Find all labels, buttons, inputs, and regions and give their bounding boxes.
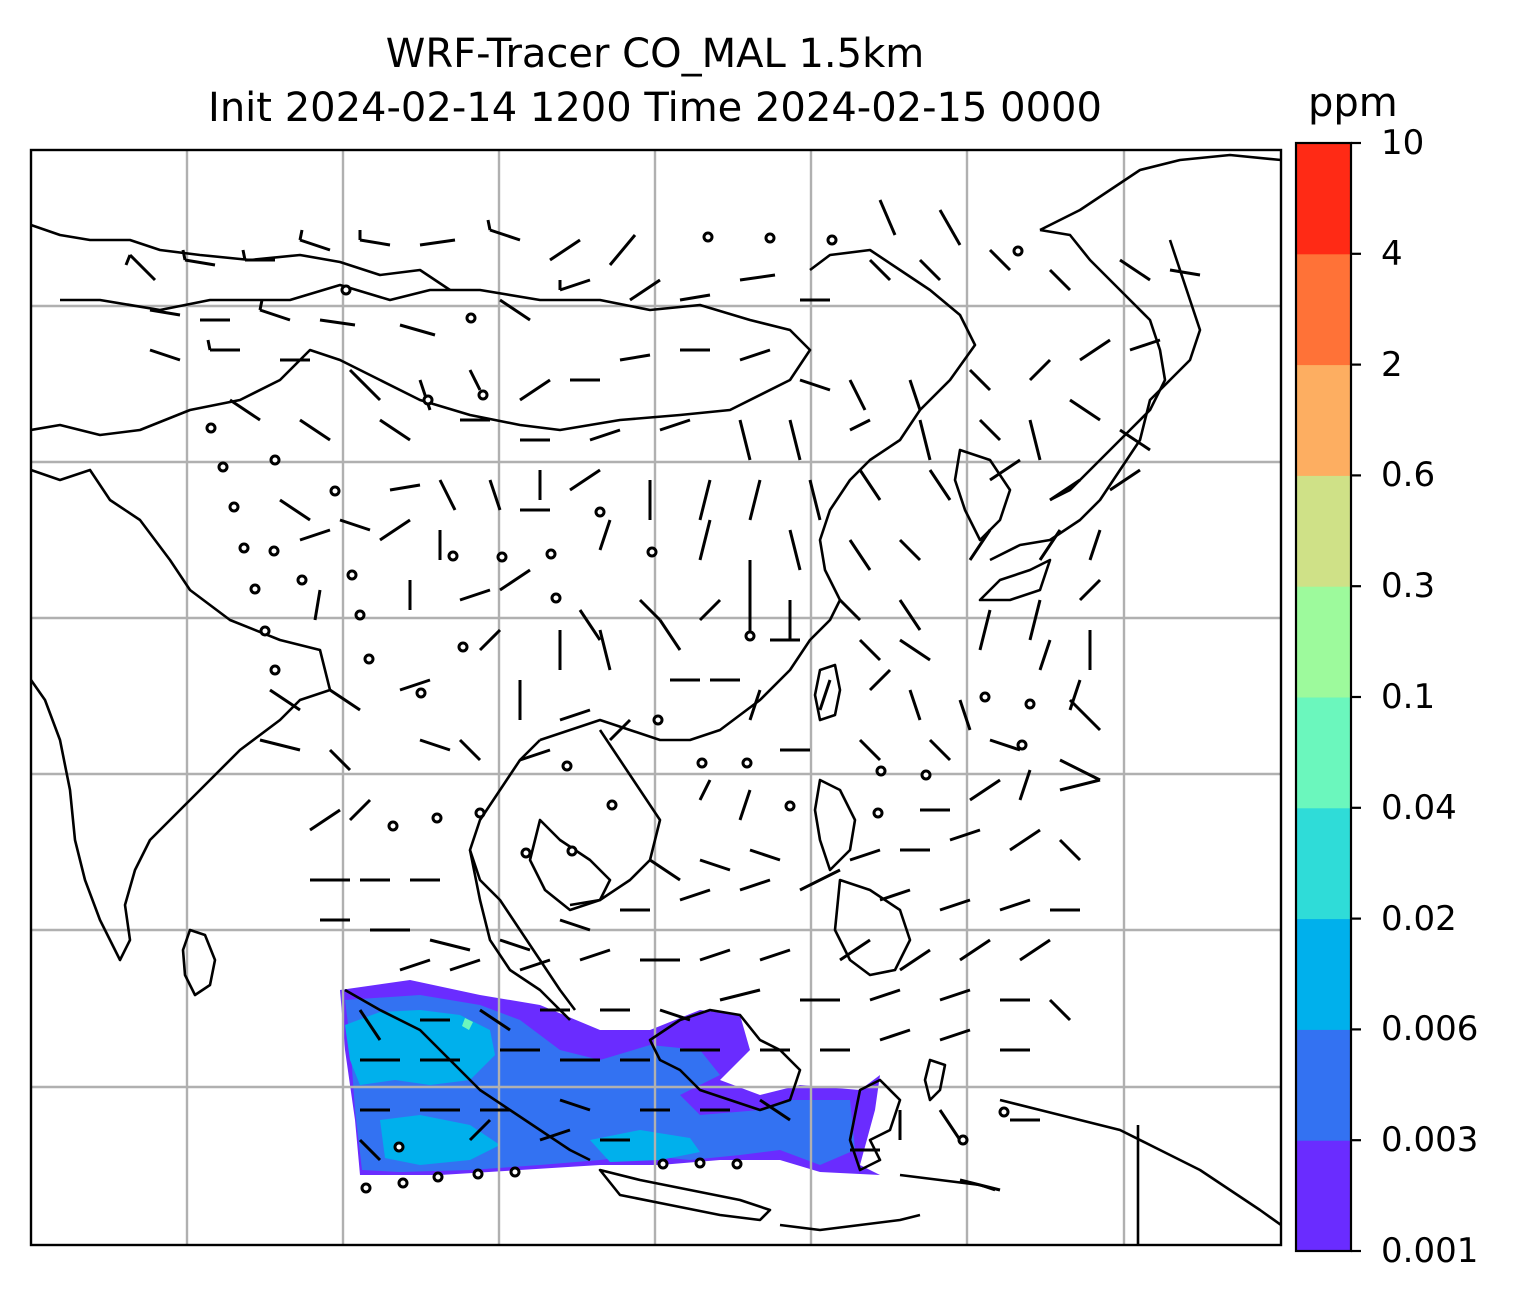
border-himalaya <box>31 283 812 437</box>
coast-russia-far-east <box>1039 153 1281 232</box>
colorbar-tick-label: 0.6 <box>1381 455 1436 496</box>
colorbar-segment <box>1296 364 1351 476</box>
coast-russia-east <box>1039 228 1167 502</box>
coast-lesser-sunda <box>779 1213 921 1232</box>
coast-vietnam <box>569 729 662 907</box>
colorbar-tick-label: 0.3 <box>1381 566 1436 607</box>
colorbar-tick-label: 0.006 <box>1381 1009 1479 1050</box>
colorbar-tick-label: 0.1 <box>1381 677 1436 717</box>
coast-java <box>598 1168 772 1222</box>
border-north <box>31 223 451 292</box>
colorbar <box>1296 141 1361 1253</box>
coast-philippines-south <box>833 878 912 977</box>
coast-japan-south <box>978 558 1052 602</box>
coast-india <box>31 468 332 962</box>
coast-borneo <box>648 1008 802 1112</box>
map-frame <box>29 148 1283 1247</box>
colorbar-segment <box>1296 475 1351 587</box>
coast-srilanka <box>181 928 217 997</box>
coast-indochina <box>468 739 577 1011</box>
colorbar-segment <box>1296 143 1351 255</box>
plume-patch <box>462 1018 473 1030</box>
colorbar-tick-label: 0.003 <box>1381 1120 1479 1161</box>
tracer-plume <box>340 980 880 1175</box>
gridlines <box>31 150 1281 1245</box>
colorbar-segment <box>1296 1140 1351 1252</box>
coast-new-guinea <box>999 1098 1281 1227</box>
map-title-line1: WRF-Tracer CO_MAL 1.5km <box>385 31 925 77</box>
plume-core-3 <box>590 1130 700 1162</box>
colorbar-tick-label: 0.02 <box>1381 898 1457 939</box>
coast-halmahera <box>923 1058 947 1102</box>
colorbar-units: ppm <box>1308 80 1398 126</box>
plume-core-2 <box>380 1115 500 1165</box>
colorbar-frame <box>1294 141 1353 1253</box>
colorbar-segment <box>1296 807 1351 920</box>
colorbar-tick-label: 10 <box>1381 123 1425 163</box>
colorbar-tick-label: 0.04 <box>1381 787 1457 828</box>
coast-taiwan <box>813 663 842 722</box>
coast-china-east <box>539 248 977 742</box>
coast-philippines-luzon <box>813 778 857 872</box>
colorbar-tick-label: 0.001 <box>1381 1231 1479 1271</box>
colorbar-tick-label: 4 <box>1381 233 1403 274</box>
colorbar-segment <box>1296 586 1351 698</box>
coast-sumatra <box>344 988 591 1162</box>
colorbar-segment <box>1296 697 1351 809</box>
coastlines <box>31 153 1281 1245</box>
map-title-line2: Init 2024-02-14 1200 Time 2024-02-15 000… <box>208 85 1102 131</box>
wind-barbs <box>124 199 1201 1192</box>
calm-markers <box>205 231 1036 1194</box>
colorbar-segment <box>1296 253 1351 366</box>
colorbar-tick-label: 2 <box>1381 344 1403 385</box>
colorbar-segment <box>1296 1029 1351 1141</box>
colorbar-segment <box>1296 918 1351 1030</box>
